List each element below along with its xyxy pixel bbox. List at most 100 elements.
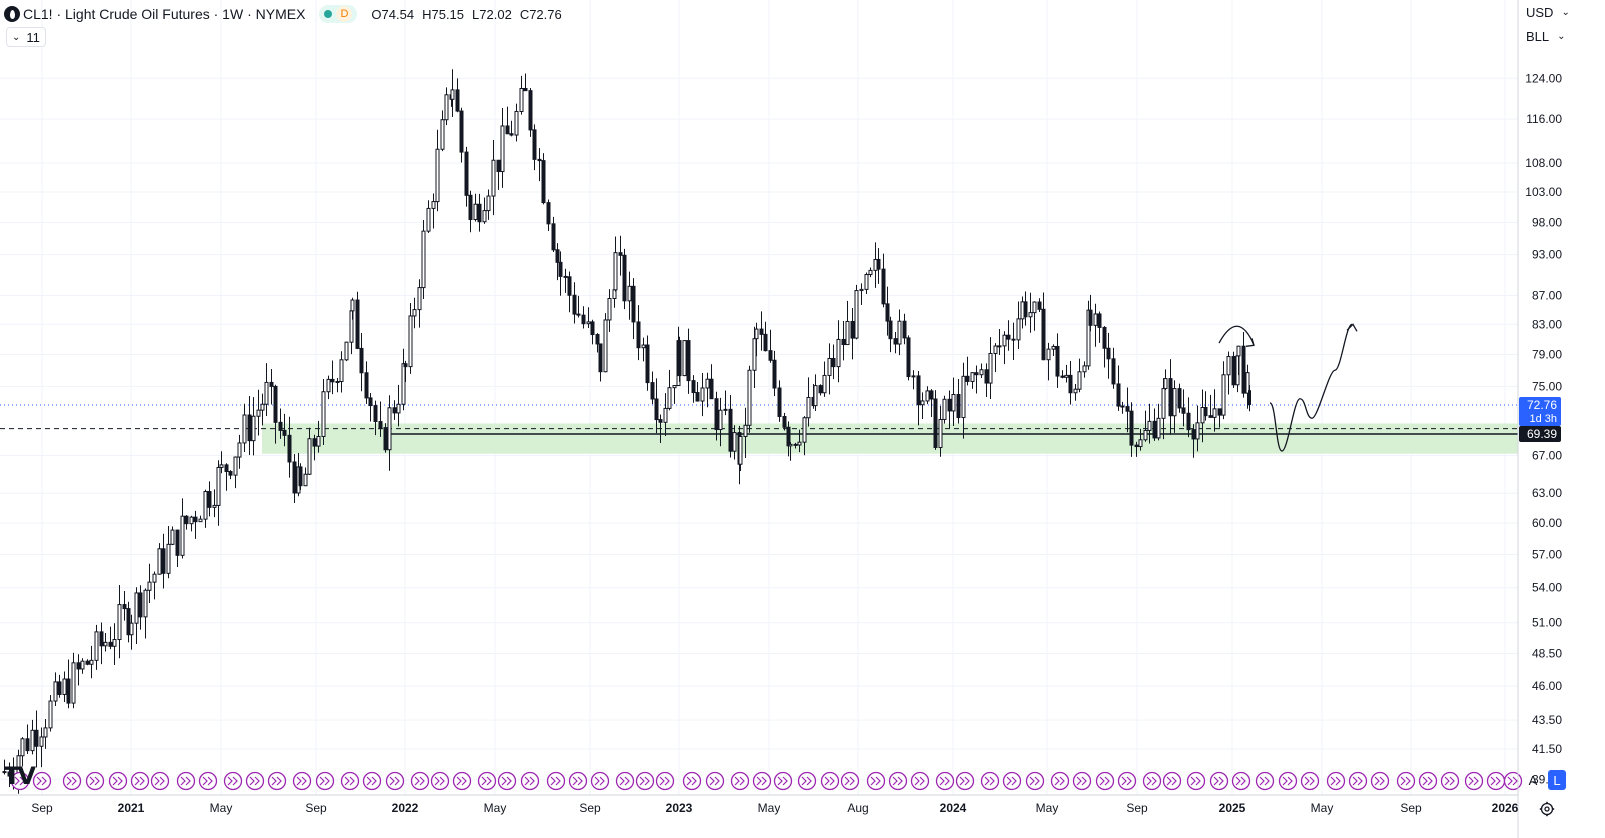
event-marker-icon[interactable]: [1503, 771, 1523, 791]
event-marker-icon[interactable]: [1464, 771, 1484, 791]
event-marker-icon[interactable]: [1486, 771, 1506, 791]
event-marker-icon[interactable]: [245, 771, 265, 791]
event-markers[interactable]: [10, 771, 1523, 791]
event-marker-icon[interactable]: [410, 771, 430, 791]
event-marker-icon[interactable]: [315, 771, 335, 791]
event-marker-icon[interactable]: [888, 771, 908, 791]
event-marker-glyph: [709, 776, 720, 786]
event-marker-icon[interactable]: [615, 771, 635, 791]
event-marker-icon[interactable]: [1095, 771, 1115, 791]
event-marker-icon[interactable]: [773, 771, 793, 791]
arc-arrow-drawing[interactable]: [1218, 325, 1255, 346]
event-marker-icon[interactable]: [590, 771, 610, 791]
event-marker-icon[interactable]: [85, 771, 105, 791]
candle-body: [401, 363, 406, 405]
market-status-badges[interactable]: D: [319, 5, 358, 23]
event-marker-icon[interactable]: [497, 771, 517, 791]
event-marker-icon[interactable]: [635, 771, 655, 791]
event-marker-icon[interactable]: [568, 771, 588, 791]
candle-body: [793, 443, 798, 446]
event-marker-icon[interactable]: [840, 771, 860, 791]
event-marker-icon[interactable]: [797, 771, 817, 791]
candle-body: [541, 160, 546, 204]
event-marker-icon[interactable]: [267, 771, 287, 791]
candle-body: [797, 441, 802, 446]
candle-body: [641, 344, 646, 349]
event-marker-icon[interactable]: [150, 771, 170, 791]
event-marker-icon[interactable]: [1186, 771, 1206, 791]
event-marker-icon[interactable]: [32, 771, 52, 791]
tradingview-logo[interactable]: TV: [4, 762, 36, 790]
event-marker-icon[interactable]: [752, 771, 772, 791]
event-marker-icon[interactable]: [980, 771, 1000, 791]
event-marker-icon[interactable]: [1002, 771, 1022, 791]
unit-select[interactable]: BLL ⌄: [1526, 29, 1566, 44]
candle-body: [207, 491, 212, 508]
event-marker-icon[interactable]: [130, 771, 150, 791]
event-marker-icon[interactable]: [955, 771, 975, 791]
event-marker-glyph: [134, 776, 145, 786]
event-marker-glyph: [1259, 776, 1270, 786]
event-marker-icon[interactable]: [1117, 771, 1137, 791]
event-marker-icon[interactable]: [452, 771, 472, 791]
event-marker-icon[interactable]: [1396, 771, 1416, 791]
time-axis[interactable]: Sep 2021 May Sep 2022 May Sep 2023 May Aug 2024 May…: [31, 801, 1518, 815]
event-marker-icon[interactable]: [385, 771, 405, 791]
auto-scale-button[interactable]: A: [1528, 772, 1538, 788]
event-marker-icon[interactable]: [108, 771, 128, 791]
event-marker-icon[interactable]: [655, 771, 675, 791]
currency-select[interactable]: USD ⌄: [1526, 5, 1570, 20]
candle-body: [103, 641, 108, 647]
projection-drawing[interactable]: [1269, 323, 1353, 452]
event-marker-icon[interactable]: [1072, 771, 1092, 791]
candle-body: [25, 738, 30, 752]
event-marker-icon[interactable]: [1300, 771, 1320, 791]
event-marker-icon[interactable]: [820, 771, 840, 791]
event-marker-icon[interactable]: [1440, 771, 1460, 791]
event-marker-icon[interactable]: [430, 771, 450, 791]
event-marker-icon[interactable]: [1142, 771, 1162, 791]
candle-body: [732, 432, 737, 452]
event-marker-icon[interactable]: [292, 771, 312, 791]
event-marker-icon[interactable]: [340, 771, 360, 791]
event-marker-icon[interactable]: [910, 771, 930, 791]
event-marker-icon[interactable]: [1209, 771, 1229, 791]
event-marker-icon[interactable]: [935, 771, 955, 791]
settings-gear-icon[interactable]: [1537, 799, 1557, 819]
event-marker-icon[interactable]: [1231, 771, 1251, 791]
event-marker-icon[interactable]: [1370, 771, 1390, 791]
event-marker-icon[interactable]: [10, 771, 30, 791]
event-marker-icon[interactable]: [62, 771, 82, 791]
candle-body: [788, 443, 793, 447]
event-marker-icon[interactable]: [1278, 771, 1298, 791]
event-marker-icon[interactable]: [682, 771, 702, 791]
support-zone[interactable]: [262, 423, 1518, 454]
symbol-title[interactable]: CL1! · Light Crude Oil Futures · 1W · NY…: [23, 6, 306, 22]
event-marker-icon[interactable]: [520, 771, 540, 791]
event-marker-icon[interactable]: [1025, 771, 1045, 791]
event-marker-icon[interactable]: [1326, 771, 1346, 791]
event-marker-icon[interactable]: [1255, 771, 1275, 791]
candle-body: [464, 151, 469, 196]
candle-body: [974, 372, 979, 376]
event-marker-icon[interactable]: [477, 771, 497, 791]
indicators-toggle-button[interactable]: ⌄ 11: [6, 27, 46, 47]
event-marker-icon[interactable]: [176, 771, 196, 791]
event-marker-icon[interactable]: [1418, 771, 1438, 791]
event-marker-icon[interactable]: [1050, 771, 1070, 791]
event-marker-icon[interactable]: [223, 771, 243, 791]
candle-body: [586, 321, 591, 325]
event-marker-icon[interactable]: [1162, 771, 1182, 791]
event-marker-icon[interactable]: [546, 771, 566, 791]
event-marker-icon[interactable]: [705, 771, 725, 791]
event-marker-icon[interactable]: [866, 771, 886, 791]
price-axis[interactable]: 124.00 116.00 108.00 103.00 98.00 93.00 87.00 8…: [1525, 71, 1562, 786]
candle-body: [695, 392, 700, 402]
event-marker-icon[interactable]: [362, 771, 382, 791]
event-marker-icon[interactable]: [730, 771, 750, 791]
log-scale-button[interactable]: L: [1548, 770, 1566, 790]
candle-body: [138, 592, 143, 618]
event-marker-icon[interactable]: [1348, 771, 1368, 791]
event-marker-icon[interactable]: [198, 771, 218, 791]
